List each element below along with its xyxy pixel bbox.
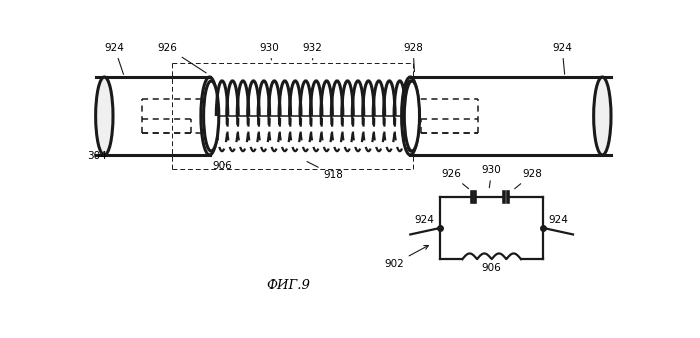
Text: 926: 926 [158,43,206,73]
Ellipse shape [594,77,611,155]
Text: 924: 924 [105,43,125,74]
Text: 926: 926 [441,169,468,189]
Text: 304: 304 [88,151,107,161]
Ellipse shape [405,81,419,151]
Text: 930: 930 [260,43,279,60]
Text: 906: 906 [212,161,232,171]
Text: 902: 902 [384,245,428,269]
Text: 928: 928 [403,43,423,72]
Text: ФИГ.9: ФИГ.9 [266,279,310,292]
Text: 924: 924 [552,43,572,74]
Text: 924: 924 [415,215,435,225]
Text: 932: 932 [302,43,323,60]
Ellipse shape [96,77,113,155]
Text: 918: 918 [307,162,344,180]
Text: 906: 906 [482,263,501,273]
Text: 924: 924 [549,215,568,225]
Text: 928: 928 [514,169,542,189]
Text: 930: 930 [482,165,501,188]
Ellipse shape [204,81,219,151]
